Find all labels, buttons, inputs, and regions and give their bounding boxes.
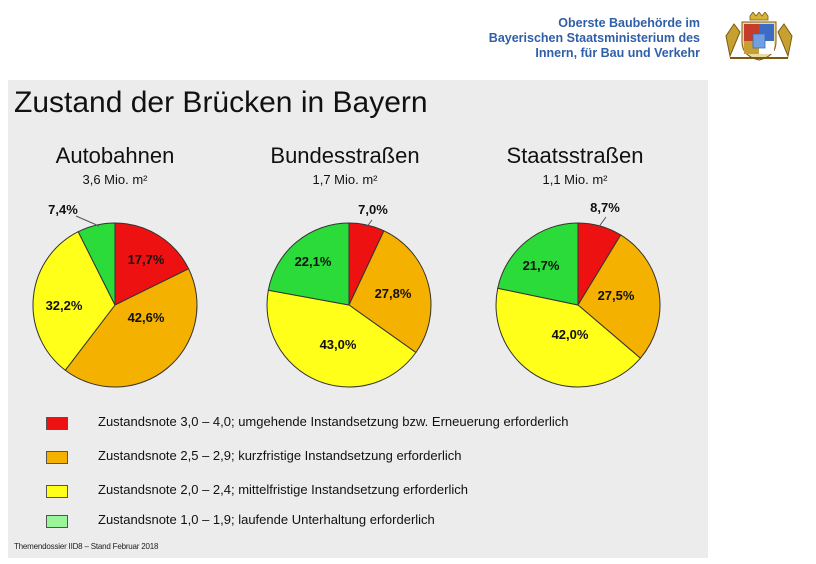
- pie-label-autobahnen-red: 17,7%: [128, 252, 165, 267]
- chart-title-autobahnen: Autobahnen: [55, 143, 175, 168]
- pie-label-bundesstrassen-red: 7,0%: [358, 202, 388, 217]
- page-title: Zustand der Brücken in Bayern: [14, 86, 428, 119]
- pie-label-staatsstrassen-yellow: 42,0%: [552, 327, 589, 342]
- legend-swatch-yellow: [46, 485, 68, 498]
- pie-slice-bundesstrassen-green: [267, 222, 350, 306]
- pie-leader-line-staatsstrassen: [597, 216, 607, 229]
- pie-label-bundesstrassen-yellow: 43,0%: [320, 337, 357, 352]
- pie-leader-line-bundesstrassen: [365, 219, 373, 229]
- org-line-3: Innern, für Bau und Verkehr: [535, 46, 700, 60]
- pie-label-autobahnen-green: 7,4%: [48, 202, 78, 217]
- chart-title-bundesstrassen: Bundesstraßen: [270, 143, 420, 168]
- legend-label-yellow: Zustandsnote 2,0 – 2,4; mittelfristige I…: [98, 482, 468, 497]
- pie-slice-staatsstrassen-green: [497, 222, 579, 306]
- org-line-1: Oberste Baubehörde im: [558, 16, 700, 30]
- legend-swatch-orange: [46, 451, 68, 464]
- pie-label-staatsstrassen-orange: 27,5%: [598, 288, 635, 303]
- legend-swatch-red: [46, 417, 68, 430]
- header-organization: Oberste Baubehörde im Bayerischen Staats…: [360, 16, 700, 61]
- pie-slice-staatsstrassen-orange: [577, 234, 661, 359]
- org-line-2: Bayerischen Staatsministerium des: [488, 31, 700, 45]
- coat-of-arms-icon: [720, 12, 798, 62]
- pie-slice-autobahnen-orange: [64, 268, 198, 388]
- pie-slice-autobahnen-yellow: [32, 231, 116, 371]
- legend-label-red: Zustandsnote 3,0 – 4,0; umgehende Instan…: [98, 414, 569, 429]
- pie-label-autobahnen-yellow: 32,2%: [46, 298, 83, 313]
- chart-subtitle-bundesstrassen: 1,7 Mio. m²: [312, 172, 378, 187]
- legend-label-green: Zustandsnote 1,0 – 1,9; laufende Unterha…: [98, 512, 435, 527]
- pie-leader-line-autobahnen: [75, 215, 100, 227]
- pie-label-staatsstrassen-red: 8,7%: [590, 200, 620, 215]
- legend-label-orange: Zustandsnote 2,5 – 2,9; kurzfristige Ins…: [98, 448, 462, 463]
- pie-slice-bundesstrassen-yellow: [266, 289, 417, 388]
- pie-slice-bundesstrassen-orange: [348, 230, 432, 354]
- chart-subtitle-staatsstrassen: 1,1 Mio. m²: [542, 172, 608, 187]
- chart-subtitle-autobahnen: 3,6 Mio. m²: [82, 172, 148, 187]
- chart-title-staatsstrassen: Staatsstraßen: [506, 143, 644, 168]
- legend-swatch-green: [46, 515, 68, 528]
- footnote: Themendossier IID8 – Stand Februar 2018: [14, 542, 159, 551]
- pie-label-autobahnen-orange: 42,6%: [128, 310, 165, 325]
- pie-label-bundesstrassen-green: 22,1%: [295, 254, 332, 269]
- pie-slice-staatsstrassen-yellow: [495, 287, 642, 388]
- pie-label-bundesstrassen-orange: 27,8%: [375, 286, 412, 301]
- pie-slice-autobahnen-red: [114, 222, 190, 306]
- pie-label-staatsstrassen-green: 21,7%: [523, 258, 560, 273]
